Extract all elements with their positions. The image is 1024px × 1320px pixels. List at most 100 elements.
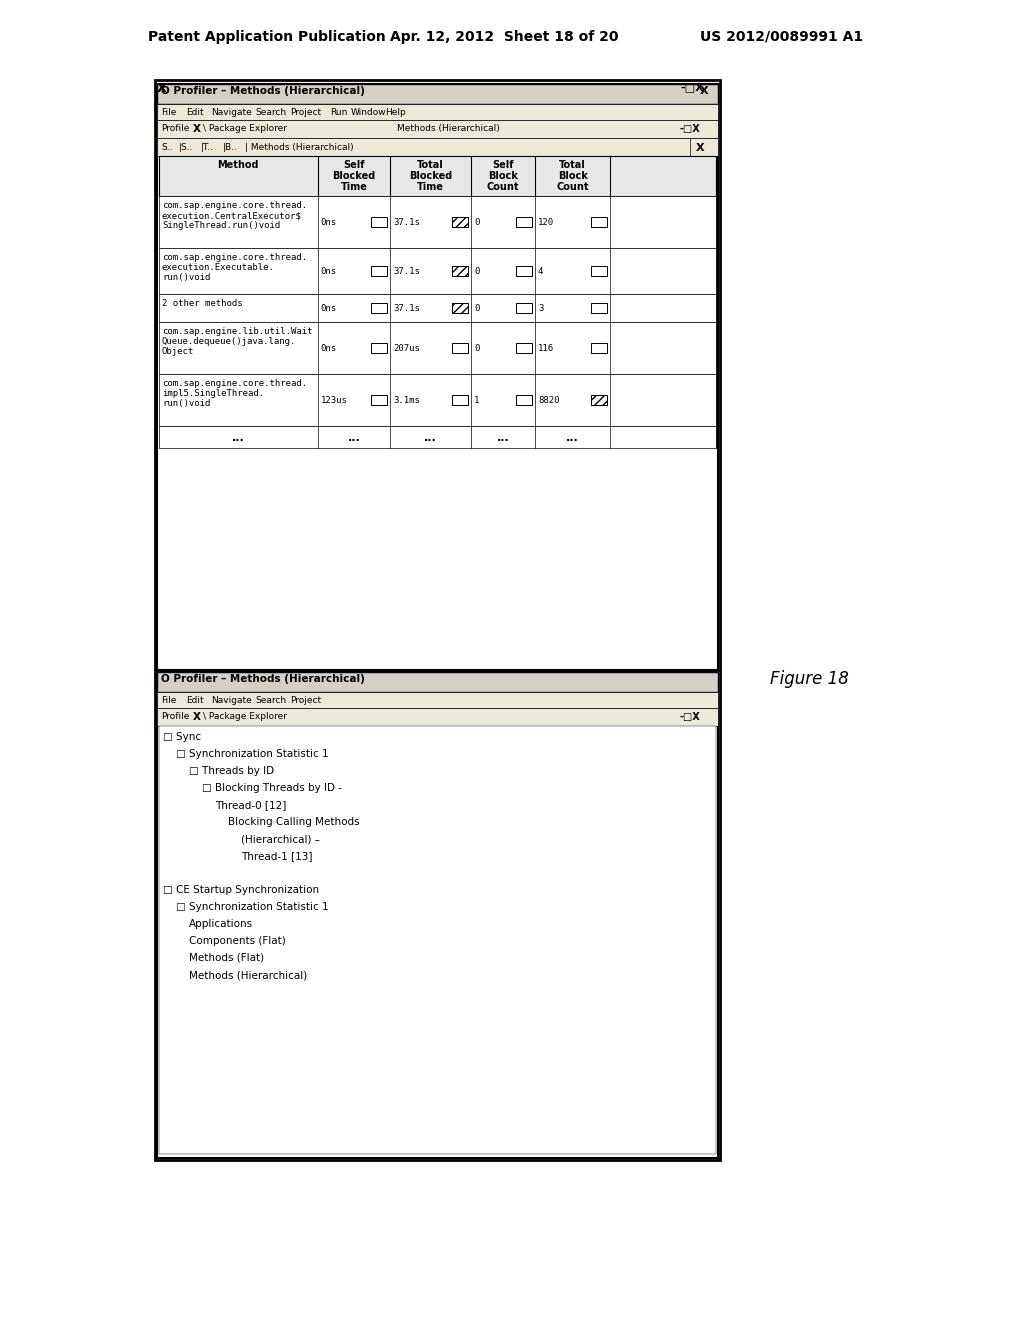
Bar xyxy=(591,267,607,276)
Bar xyxy=(157,672,718,692)
Text: Blocked: Blocked xyxy=(409,172,453,181)
Text: Applications: Applications xyxy=(189,919,253,929)
Text: 0ns: 0ns xyxy=(321,267,337,276)
Bar xyxy=(452,304,468,313)
Text: Time: Time xyxy=(341,182,368,191)
Bar xyxy=(159,195,716,248)
Text: X: X xyxy=(193,711,201,722)
Bar xyxy=(516,343,532,352)
Text: \ Package Explorer: \ Package Explorer xyxy=(203,711,287,721)
Text: Self: Self xyxy=(343,160,365,170)
Text: File: File xyxy=(161,696,176,705)
Text: |B..: |B.. xyxy=(223,143,238,152)
Text: □ Threads by ID: □ Threads by ID xyxy=(189,766,274,776)
Bar xyxy=(157,708,718,726)
Text: Figure 18: Figure 18 xyxy=(770,671,849,688)
Text: Methods (Hierarchical): Methods (Hierarchical) xyxy=(189,970,307,979)
Text: Thread-0 [12]: Thread-0 [12] xyxy=(215,800,287,810)
Text: execution.CentralExecutor$: execution.CentralExecutor$ xyxy=(162,211,302,220)
Bar xyxy=(159,294,716,322)
Text: 0: 0 xyxy=(474,304,479,313)
Text: □ Blocking Threads by ID -: □ Blocking Threads by ID - xyxy=(202,783,342,793)
Text: Run: Run xyxy=(330,108,347,117)
Bar xyxy=(157,139,718,156)
Bar xyxy=(452,395,468,405)
Bar xyxy=(157,672,718,1158)
Bar xyxy=(452,216,468,227)
Text: \ Package Explorer: \ Package Explorer xyxy=(203,124,287,133)
Text: Count: Count xyxy=(486,182,519,191)
Text: Blocking Calling Methods: Blocking Calling Methods xyxy=(228,817,359,828)
Text: Methods (Hierarchical): Methods (Hierarchical) xyxy=(397,124,500,133)
Text: US 2012/0089991 A1: US 2012/0089991 A1 xyxy=(700,30,863,44)
Text: |S..: |S.. xyxy=(179,143,194,152)
Bar xyxy=(591,304,607,313)
Bar xyxy=(591,395,607,405)
Text: Time: Time xyxy=(417,182,444,191)
Text: Components (Flat): Components (Flat) xyxy=(189,936,286,946)
Text: ...: ... xyxy=(424,433,437,444)
Text: 0ns: 0ns xyxy=(321,218,337,227)
Text: | Methods (Hierarchical): | Methods (Hierarchical) xyxy=(245,143,353,152)
Text: Navigate: Navigate xyxy=(211,696,252,705)
Text: Edit: Edit xyxy=(186,696,204,705)
Bar xyxy=(516,395,532,405)
Text: Search: Search xyxy=(256,108,287,117)
Text: ...: ... xyxy=(347,433,360,444)
Text: Edit: Edit xyxy=(186,108,204,117)
Bar xyxy=(371,304,387,313)
Text: Project: Project xyxy=(291,696,322,705)
Text: 0: 0 xyxy=(474,345,479,352)
Text: com.sap.engine.core.thread.: com.sap.engine.core.thread. xyxy=(162,379,307,388)
Text: Search: Search xyxy=(256,696,287,705)
Text: ...: ... xyxy=(566,433,579,444)
Text: □ Sync: □ Sync xyxy=(163,733,201,742)
Text: Block: Block xyxy=(488,172,518,181)
Bar xyxy=(452,216,468,227)
Text: Thread-1 [13]: Thread-1 [13] xyxy=(241,851,312,861)
Bar xyxy=(452,343,468,352)
Text: com.sap.engine.core.thread.: com.sap.engine.core.thread. xyxy=(162,201,307,210)
Bar xyxy=(159,426,716,447)
Text: 4: 4 xyxy=(538,267,544,276)
Text: File: File xyxy=(161,108,176,117)
Bar xyxy=(452,304,468,313)
Text: Methods (Flat): Methods (Flat) xyxy=(189,953,264,964)
Text: -□X: -□X xyxy=(680,124,700,135)
Text: Queue.dequeue()java.lang.: Queue.dequeue()java.lang. xyxy=(162,337,296,346)
Text: ...: ... xyxy=(497,433,509,444)
Bar xyxy=(155,81,720,1160)
Bar xyxy=(371,216,387,227)
Text: run()void: run()void xyxy=(162,273,210,282)
Text: -□X: -□X xyxy=(680,711,700,722)
Text: 1: 1 xyxy=(474,396,479,405)
Text: com.sap.engine.lib.util.Wait: com.sap.engine.lib.util.Wait xyxy=(162,327,312,337)
Bar xyxy=(157,84,718,104)
Bar xyxy=(157,692,718,708)
Text: Block: Block xyxy=(558,172,588,181)
Bar xyxy=(157,120,718,139)
Bar xyxy=(591,343,607,352)
Bar xyxy=(157,84,718,671)
Text: Help: Help xyxy=(385,108,407,117)
Text: S..: S.. xyxy=(161,143,172,152)
Text: 3: 3 xyxy=(538,304,544,313)
Text: Profile: Profile xyxy=(161,124,189,133)
Text: SingleThread.run()void: SingleThread.run()void xyxy=(162,220,281,230)
Text: Count: Count xyxy=(556,182,589,191)
Text: 37.1s: 37.1s xyxy=(393,267,420,276)
Bar xyxy=(159,726,716,1154)
Text: O Profiler – Methods (Hierarchical): O Profiler – Methods (Hierarchical) xyxy=(161,86,365,96)
Text: 0: 0 xyxy=(474,267,479,276)
Text: impl5.SingleThread.: impl5.SingleThread. xyxy=(162,389,264,399)
Bar xyxy=(159,322,716,374)
Text: □ CE Startup Synchronization: □ CE Startup Synchronization xyxy=(163,884,319,895)
Bar xyxy=(452,267,468,276)
Text: Self: Self xyxy=(493,160,514,170)
Text: □ Synchronization Statistic 1: □ Synchronization Statistic 1 xyxy=(176,902,329,912)
Text: Project: Project xyxy=(291,108,322,117)
Bar xyxy=(591,216,607,227)
Text: Object: Object xyxy=(162,347,195,356)
Text: 3.1ms: 3.1ms xyxy=(393,396,420,405)
Text: 116: 116 xyxy=(538,345,554,352)
